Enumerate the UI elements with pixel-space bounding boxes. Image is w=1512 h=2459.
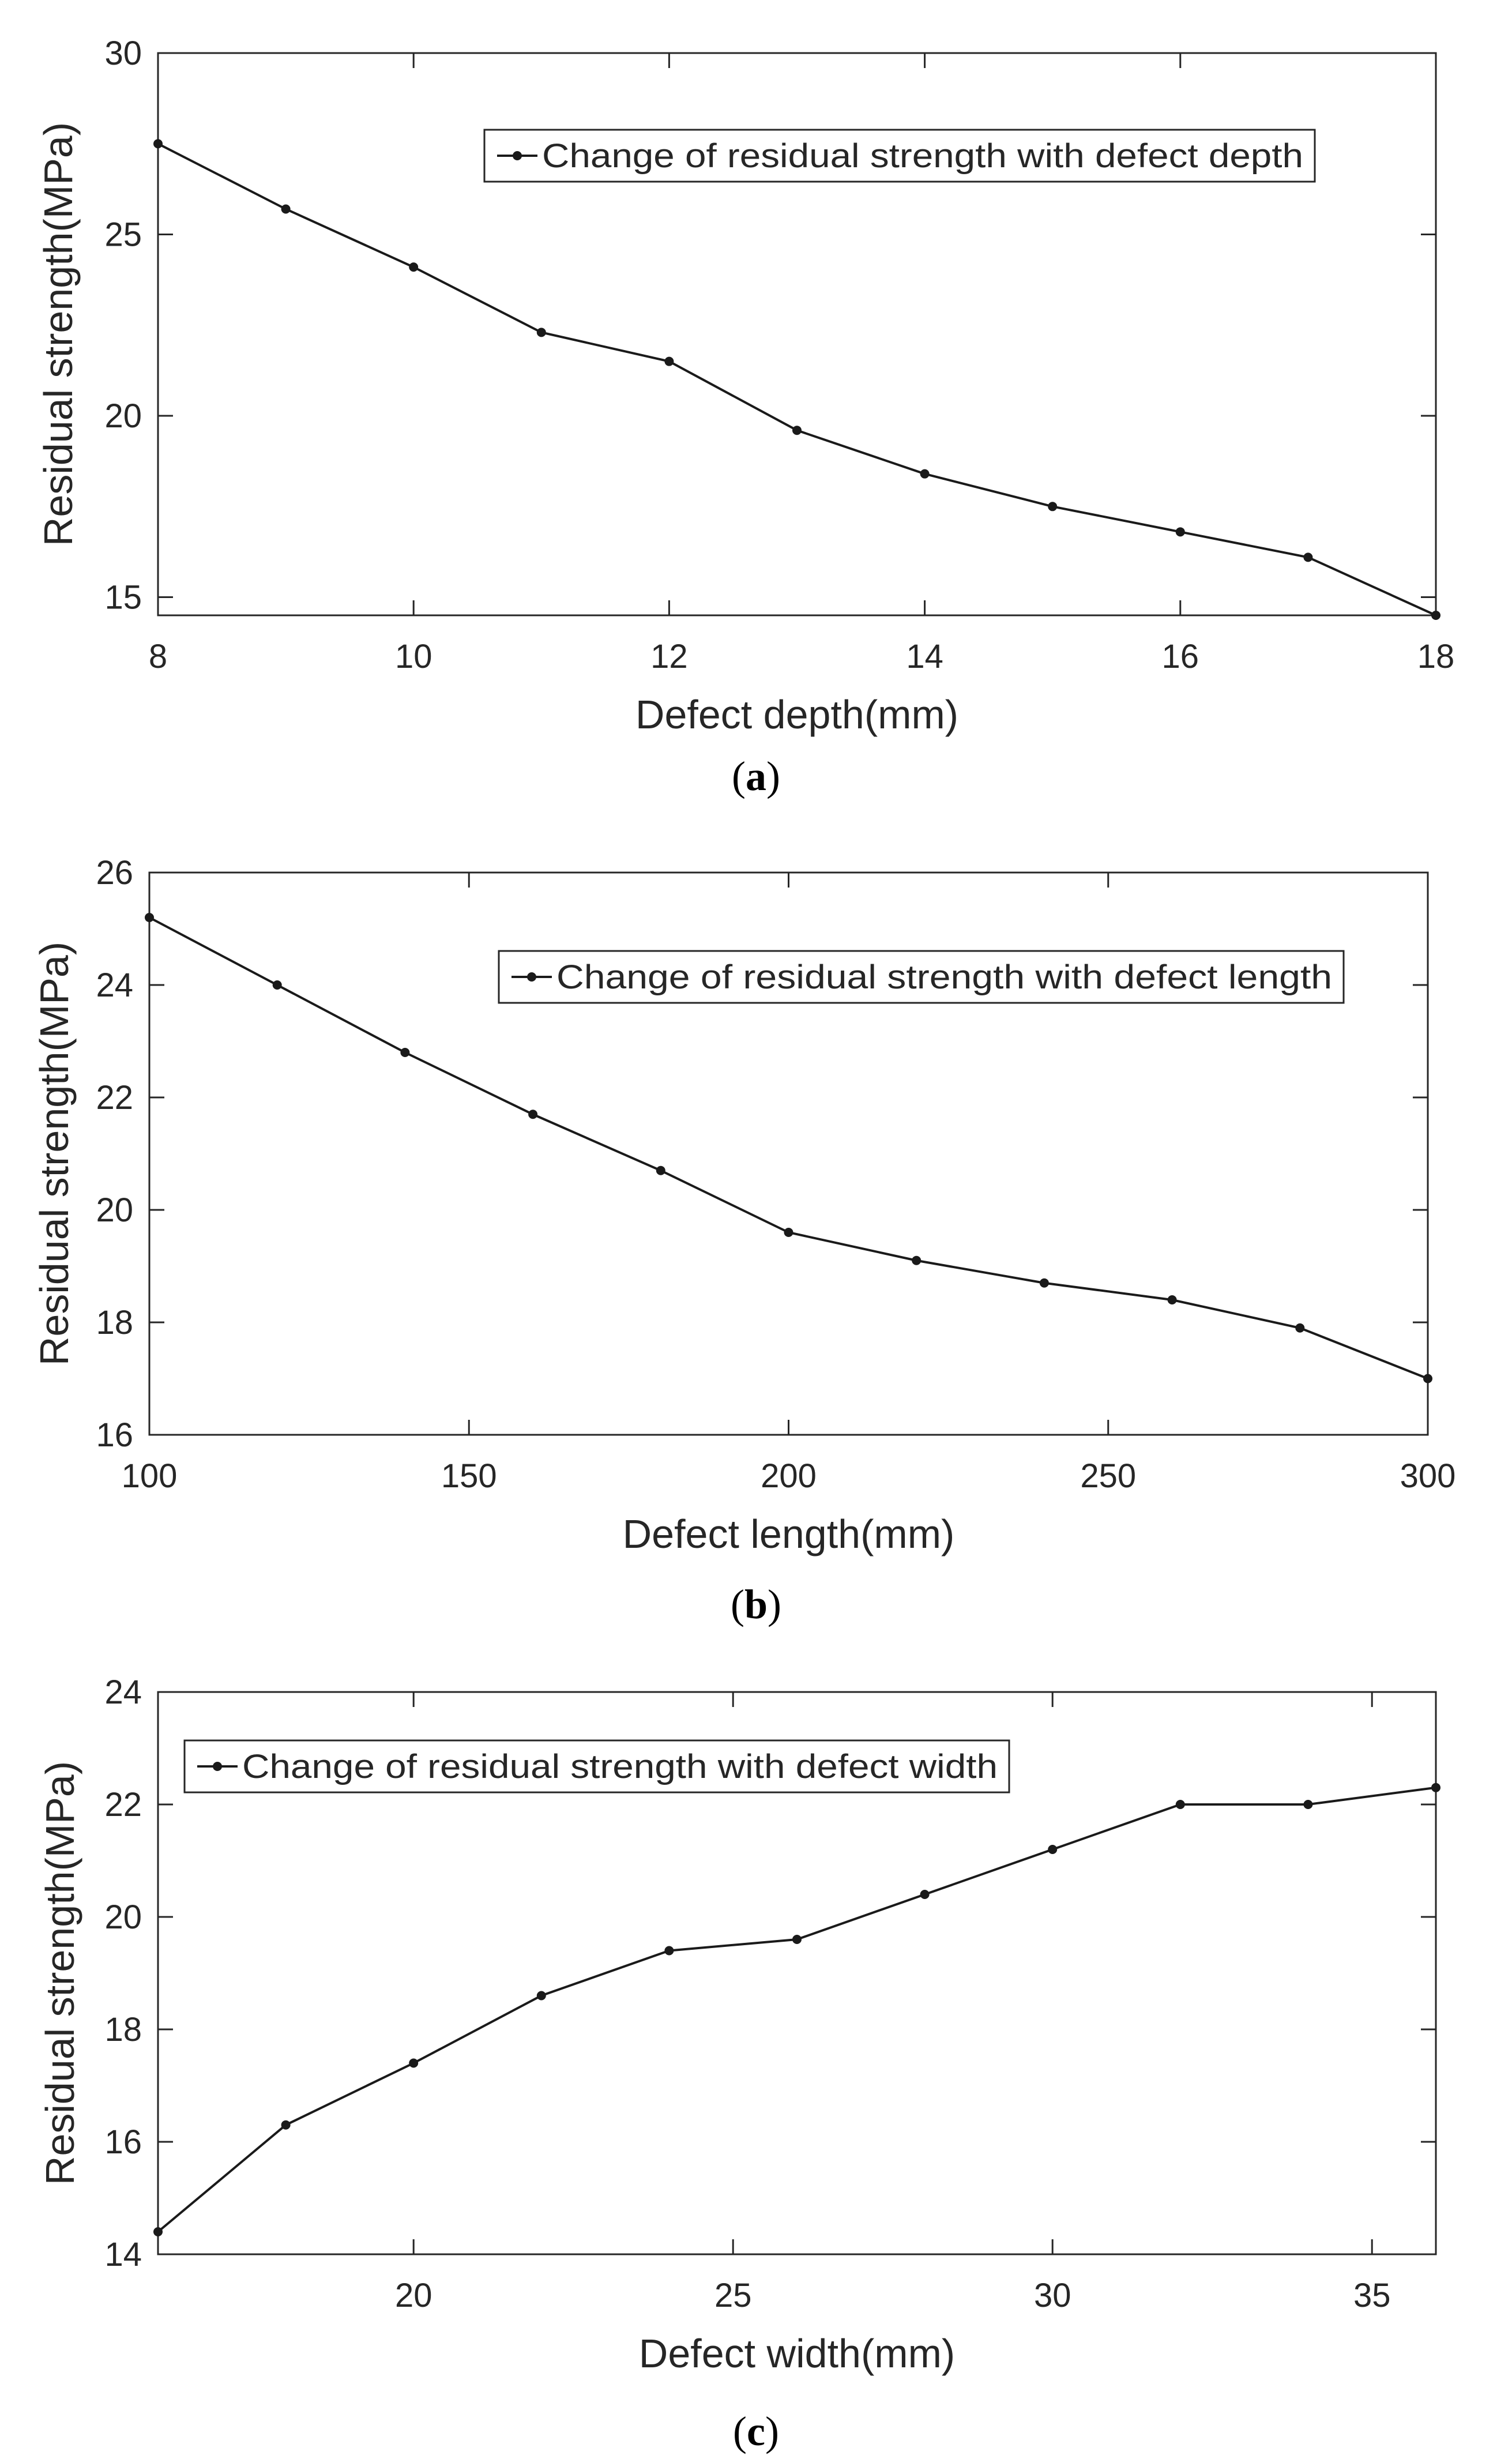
x-tick-label-b: 200 bbox=[761, 1457, 817, 1495]
data-point-a bbox=[664, 356, 674, 366]
x-tick-label-a: 18 bbox=[1417, 638, 1455, 675]
x-tick-label-b: 300 bbox=[1400, 1457, 1456, 1495]
data-point-c bbox=[792, 1935, 802, 1944]
y-tick-label-a: 25 bbox=[104, 216, 142, 254]
caption-a: (a) bbox=[732, 753, 780, 799]
data-point-c bbox=[664, 1946, 674, 1956]
chart-panel-a: 8 10 12 14 16 18 15 20 25 30 Defect depth(mm) Resid… bbox=[0, 0, 1512, 819]
y-tick-label-a: 20 bbox=[104, 397, 142, 435]
data-point-c bbox=[153, 2227, 163, 2236]
y-axis-label-a: Residual strength(MPa) bbox=[36, 122, 81, 546]
data-point-c bbox=[920, 1890, 930, 1899]
y-tick-label-c: 20 bbox=[104, 1898, 142, 1936]
data-point-b bbox=[272, 980, 282, 990]
y-tick-label-c: 16 bbox=[104, 2123, 142, 2161]
data-point-a bbox=[1431, 611, 1440, 620]
chart-panel-c: 20 25 30 35 14 16 18 20 22 24 Defect width(mm) Resi… bbox=[0, 1639, 1512, 2458]
data-point-b bbox=[1295, 1323, 1305, 1333]
data-point-c bbox=[1431, 1783, 1440, 1792]
x-tick-label-a: 14 bbox=[906, 638, 943, 675]
legend-box-b bbox=[498, 950, 1345, 1004]
y-axis-label-c: Residual strength(MPa) bbox=[37, 1761, 82, 2185]
x-tick-label-c: 30 bbox=[1034, 2277, 1071, 2314]
y-tick-label-b: 18 bbox=[96, 1304, 133, 1341]
data-point-b bbox=[528, 1110, 538, 1119]
legend-box-c bbox=[183, 1739, 1010, 1794]
x-tick-label-b: 100 bbox=[122, 1457, 178, 1495]
y-tick-label-b: 22 bbox=[96, 1079, 133, 1116]
data-point-a bbox=[1303, 552, 1313, 562]
data-point-c bbox=[281, 2120, 291, 2130]
data-point-a bbox=[1048, 502, 1058, 512]
caption-a-letter: a bbox=[746, 753, 766, 799]
data-point-c bbox=[409, 2058, 419, 2068]
legend-label-a: Change of residual strength with defect … bbox=[542, 137, 1303, 175]
x-tick-label-a: 12 bbox=[650, 638, 688, 675]
legend-marker-c bbox=[213, 1762, 222, 1771]
x-tick-label-b: 250 bbox=[1080, 1457, 1136, 1495]
data-point-b bbox=[656, 1165, 665, 1175]
y-tick-label-c: 24 bbox=[104, 1674, 142, 1711]
x-tick-label-c: 25 bbox=[714, 2277, 752, 2314]
legend-box-a bbox=[483, 129, 1316, 183]
x-tick-label-c: 20 bbox=[395, 2277, 432, 2314]
x-axis-label-c: Defect width(mm) bbox=[639, 2331, 955, 2376]
y-tick-label-a: 30 bbox=[104, 35, 142, 72]
data-point-c bbox=[536, 1991, 546, 2001]
chart-c-svg: 20 25 30 35 14 16 18 20 22 24 Defect width(mm) Resi… bbox=[37, 1674, 1440, 2376]
data-point-b bbox=[145, 913, 154, 922]
x-axis-label-b: Defect length(mm) bbox=[623, 1512, 955, 1556]
data-point-b bbox=[912, 1255, 922, 1265]
data-point-c bbox=[1303, 1800, 1313, 1809]
caption-b-letter: b bbox=[744, 1581, 768, 1627]
data-point-a bbox=[792, 426, 802, 435]
y-tick-label-a: 15 bbox=[104, 579, 142, 616]
y-tick-label-c: 14 bbox=[104, 2236, 142, 2273]
y-tick-label-c: 22 bbox=[104, 1786, 142, 1823]
chart-panel-b: 100 150 200 250 300 16 18 20 22 24 26 Defect length… bbox=[0, 819, 1512, 1639]
x-tick-label-a: 10 bbox=[395, 638, 432, 675]
caption-c-letter: c bbox=[747, 2408, 765, 2454]
legend-marker-a bbox=[513, 151, 522, 160]
data-point-a bbox=[536, 328, 546, 337]
data-point-c bbox=[1175, 1800, 1185, 1809]
y-tick-label-b: 20 bbox=[96, 1191, 133, 1229]
x-tick-label-b: 150 bbox=[441, 1457, 497, 1495]
data-point-a bbox=[281, 204, 291, 214]
y-tick-label-b: 16 bbox=[96, 1416, 133, 1454]
data-point-b bbox=[400, 1048, 410, 1057]
data-point-b bbox=[1039, 1278, 1049, 1288]
legend-marker-b bbox=[527, 972, 536, 982]
data-point-a bbox=[409, 262, 419, 272]
legend-label-b: Change of residual strength with defect … bbox=[556, 958, 1332, 996]
y-tick-label-b: 26 bbox=[96, 854, 133, 892]
x-tick-label-c: 35 bbox=[1353, 2277, 1391, 2314]
y-tick-label-b: 24 bbox=[96, 967, 133, 1004]
data-point-a bbox=[920, 469, 930, 479]
data-point-b bbox=[784, 1228, 793, 1237]
data-point-b bbox=[1423, 1374, 1432, 1383]
data-point-a bbox=[1175, 527, 1185, 537]
x-tick-label-a: 8 bbox=[149, 638, 167, 675]
legend-label-c: Change of residual strength with defect … bbox=[242, 1748, 998, 1785]
data-point-c bbox=[1048, 1845, 1058, 1854]
chart-b-svg: 100 150 200 250 300 16 18 20 22 24 26 Defect length… bbox=[32, 854, 1456, 1556]
chart-a-svg: 8 10 12 14 16 18 15 20 25 30 Defect depth(mm) Resid… bbox=[36, 35, 1455, 737]
data-point-a bbox=[153, 139, 163, 149]
y-axis-label-b: Residual strength(MPa) bbox=[32, 942, 77, 1366]
caption-b: (b) bbox=[730, 1581, 781, 1627]
y-tick-label-c: 18 bbox=[104, 2011, 142, 2048]
x-axis-label-a: Defect depth(mm) bbox=[635, 692, 958, 737]
x-tick-label-a: 16 bbox=[1162, 638, 1199, 675]
caption-c: (c) bbox=[733, 2408, 779, 2454]
data-point-b bbox=[1167, 1295, 1177, 1304]
